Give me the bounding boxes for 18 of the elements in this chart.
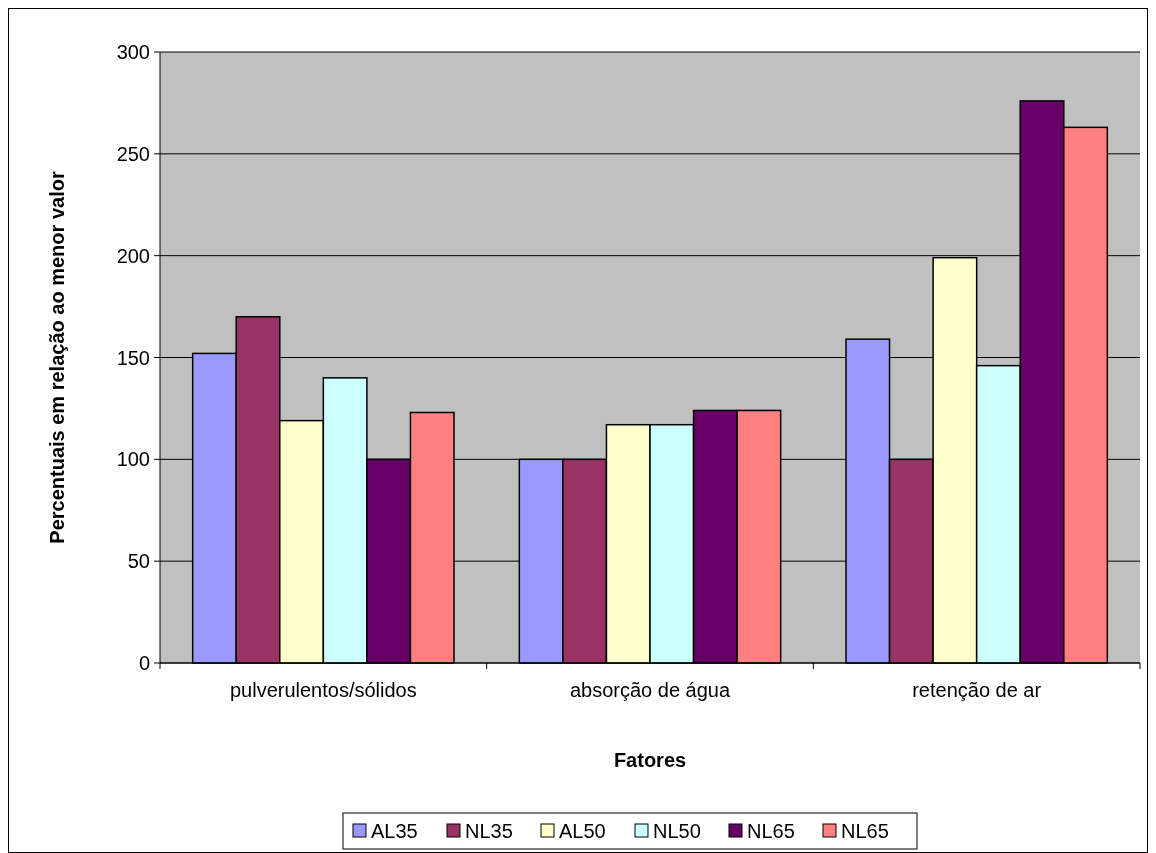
- x-axis-title: Fatores: [613, 749, 687, 771]
- x-tick-label: absorção de água: [569, 679, 731, 701]
- y-tick-label: 250: [116, 142, 150, 165]
- y-tick-label: 100: [116, 448, 150, 471]
- legend-label: NL35: [465, 820, 513, 842]
- x-tick-label: pulverulentos/sólidos: [229, 679, 417, 701]
- legend-label: NL65: [841, 820, 889, 842]
- legend-label: AL50: [559, 820, 606, 842]
- legend-label: NL50: [653, 820, 701, 842]
- y-axis-title: Percentuais em relação ao menor valor: [46, 171, 68, 544]
- y-tick-label: 200: [116, 244, 150, 267]
- y-tick-label: 150: [116, 346, 150, 369]
- legend-label: AL35: [371, 820, 418, 842]
- y-tick-label: 50: [127, 550, 150, 573]
- y-tick-label: 300: [116, 41, 150, 63]
- legend-label: NL65: [747, 820, 795, 842]
- y-tick-label: 0: [138, 652, 150, 674]
- x-tick-label: retenção de ar: [912, 679, 1042, 701]
